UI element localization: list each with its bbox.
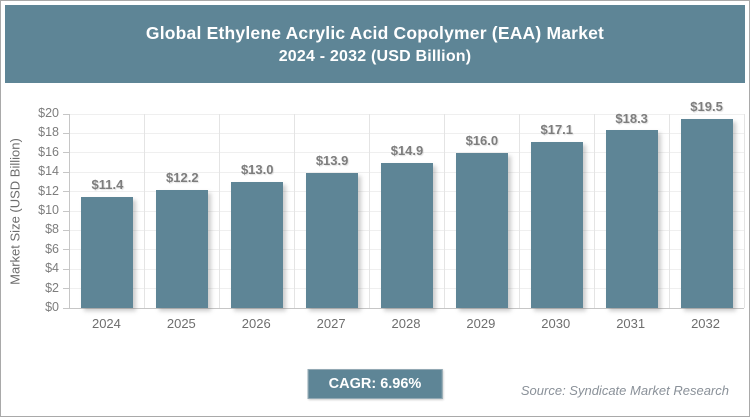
bar-2029: [455, 152, 508, 308]
x-axis-tick-label: 2026: [241, 316, 271, 331]
x-axis-tick-label: 2030: [541, 316, 571, 331]
y-axis-tick-mark: [63, 210, 70, 212]
vertical-gridline: [443, 114, 445, 308]
bar-value-label: $13.9: [315, 153, 349, 169]
bar-value-label: $12.2: [166, 169, 199, 185]
chart-header: Global Ethylene Acrylic Acid Copolymer (…: [5, 5, 745, 83]
vertical-gridline: [668, 114, 670, 308]
y-axis-tick-mark: [63, 171, 70, 173]
chart-title-line-1: Global Ethylene Acrylic Acid Copolymer (…: [145, 22, 605, 43]
y-axis-tick-label: $18: [38, 125, 59, 140]
y-axis-tick-label: $6: [45, 241, 59, 256]
x-axis-tick-label: 2032: [691, 316, 720, 331]
bar-2032: [680, 118, 733, 308]
y-axis-tick-label: $8: [45, 222, 59, 237]
y-axis-tick-mark: [63, 268, 70, 270]
x-axis-tick-label: 2025: [166, 316, 196, 331]
y-axis-tick-label: $20: [38, 106, 59, 120]
bar-value-label: $17.1: [540, 122, 574, 138]
y-axis-tick-label: $2: [45, 280, 59, 295]
x-axis-tick-label: 2027: [316, 316, 346, 331]
bar-2026: [231, 181, 284, 308]
vertical-gridline: [144, 114, 146, 308]
bar-2027: [306, 173, 359, 308]
bar-2030: [530, 142, 583, 308]
horizontal-gridline: [70, 132, 744, 134]
bar-2031: [605, 130, 658, 308]
bar-value-label: $11.4: [91, 177, 124, 193]
y-axis-tick-mark: [63, 307, 70, 309]
y-axis-tick-label: $4: [45, 261, 59, 276]
bar-value-label: $18.3: [615, 110, 648, 126]
cagr-badge: CAGR: 6.96%: [307, 369, 443, 399]
y-axis-tick-label: $16: [38, 144, 59, 159]
bar-value-label: $19.5: [690, 98, 723, 114]
x-axis-tick-label: 2028: [391, 316, 421, 331]
vertical-gridline: [593, 114, 595, 308]
horizontal-gridline: [70, 152, 744, 154]
chart-title-line-2: 2024 - 2032 (USD Billion): [278, 47, 472, 65]
vertical-gridline: [369, 114, 371, 308]
y-axis-tick-label: $0: [45, 300, 59, 314]
y-axis-tick-label: $14: [38, 164, 59, 179]
bar-2025: [156, 189, 209, 308]
bar-2024: [81, 197, 134, 308]
y-axis-tick-mark: [63, 249, 70, 251]
horizontal-gridline: [70, 113, 744, 115]
plot-area: $11.4 $12.2 $13.0 $13.9 $14.9 $16.0 $17.1 $18.3…: [63, 99, 745, 309]
y-axis-tick-mark: [63, 288, 70, 290]
bar-value-label: $16.0: [465, 132, 499, 148]
source-attribution: Source: Syndicate Market Research: [520, 383, 729, 398]
vertical-gridline: [219, 114, 221, 308]
bar-value-label: $13.0: [240, 161, 274, 177]
vertical-gridline: [518, 114, 520, 308]
y-axis-tick-label: $10: [38, 203, 59, 217]
y-axis-tick-mark: [63, 113, 70, 115]
bar-value-label: $14.9: [390, 143, 424, 159]
y-axis-tick-mark: [63, 191, 70, 193]
x-axis-tick-label: 2024: [91, 316, 121, 331]
y-axis-tick-mark: [63, 132, 70, 134]
y-axis-tick-label: $12: [38, 183, 59, 198]
vertical-gridline: [743, 114, 745, 308]
x-axis-tick-label: 2031: [616, 316, 646, 331]
y-axis-tick-mark: [63, 152, 70, 154]
vertical-gridline: [294, 114, 296, 308]
y-axis-tick-mark: [63, 229, 70, 231]
x-axis-tick-label: 2029: [466, 316, 496, 331]
bar-2028: [381, 163, 433, 308]
